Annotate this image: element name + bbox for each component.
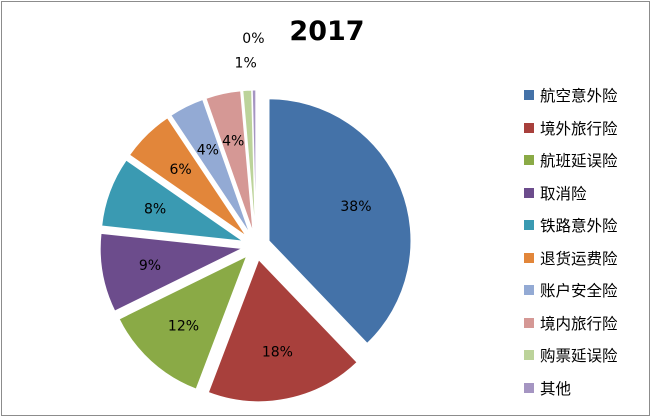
data-label-9: 1% xyxy=(235,55,257,71)
legend-item-8: 境内旅行险 xyxy=(524,307,618,340)
legend-item-2: 境外旅行险 xyxy=(524,112,618,145)
legend-label: 境外旅行险 xyxy=(540,119,618,138)
legend-item-10: 其他 xyxy=(524,372,618,405)
pie-slice-4 xyxy=(99,232,244,312)
legend-item-9: 购票延误险 xyxy=(524,339,618,372)
legend-item-5: 铁路意外险 xyxy=(524,209,618,242)
legend-swatch xyxy=(524,220,534,231)
legend-label: 其他 xyxy=(540,379,572,398)
data-label-10: 0% xyxy=(242,31,264,47)
legend-item-6: 退货运费险 xyxy=(524,242,618,275)
legend-swatch xyxy=(524,382,534,393)
pie-slice-10 xyxy=(251,89,257,233)
pie-slice-2 xyxy=(207,258,358,403)
legend-swatch xyxy=(524,252,534,263)
legend-item-7: 账户安全险 xyxy=(524,274,618,307)
legend-label: 航空意外险 xyxy=(540,87,618,106)
data-label-5: 8% xyxy=(144,201,166,217)
pie-slice-6 xyxy=(128,117,247,237)
legend-swatch xyxy=(524,90,534,101)
legend-swatch xyxy=(524,350,534,361)
legend-label: 购票延误险 xyxy=(540,347,618,366)
pie-slice-3 xyxy=(118,255,248,390)
chart-legend: 航空意外险境外旅行险航班延误险取消险铁路意外险退货运费险账户安全险境内旅行险购票… xyxy=(524,79,618,404)
data-label-2: 18% xyxy=(262,345,293,361)
data-label-7: 4% xyxy=(197,143,219,159)
legend-swatch xyxy=(524,285,534,296)
chart-title: 2017 xyxy=(289,16,365,47)
legend-label: 账户安全险 xyxy=(540,282,618,301)
pie-slice-7 xyxy=(170,98,251,234)
legend-item-3: 航班延误险 xyxy=(524,144,618,177)
legend-item-4: 取消险 xyxy=(524,177,618,210)
legend-swatch xyxy=(524,122,534,133)
pie-slice-8 xyxy=(205,90,254,233)
legend-label: 境内旅行险 xyxy=(540,314,618,333)
data-label-4: 9% xyxy=(139,258,161,274)
data-label-8: 4% xyxy=(222,134,244,150)
pie-slice-9 xyxy=(242,89,256,233)
legend-swatch xyxy=(524,187,534,198)
legend-swatch xyxy=(524,155,534,166)
pie-slice-1 xyxy=(268,98,412,345)
legend-label: 航班延误险 xyxy=(540,152,618,171)
legend-label: 取消险 xyxy=(540,184,587,203)
pie-slice-5 xyxy=(101,159,244,242)
legend-label: 退货运费险 xyxy=(540,249,618,268)
legend-swatch xyxy=(524,317,534,328)
data-label-3: 12% xyxy=(168,319,199,335)
data-label-1: 38% xyxy=(340,199,371,215)
data-label-6: 6% xyxy=(169,162,191,178)
legend-label: 铁路意外险 xyxy=(540,217,618,236)
legend-item-1: 航空意外险 xyxy=(524,79,618,112)
